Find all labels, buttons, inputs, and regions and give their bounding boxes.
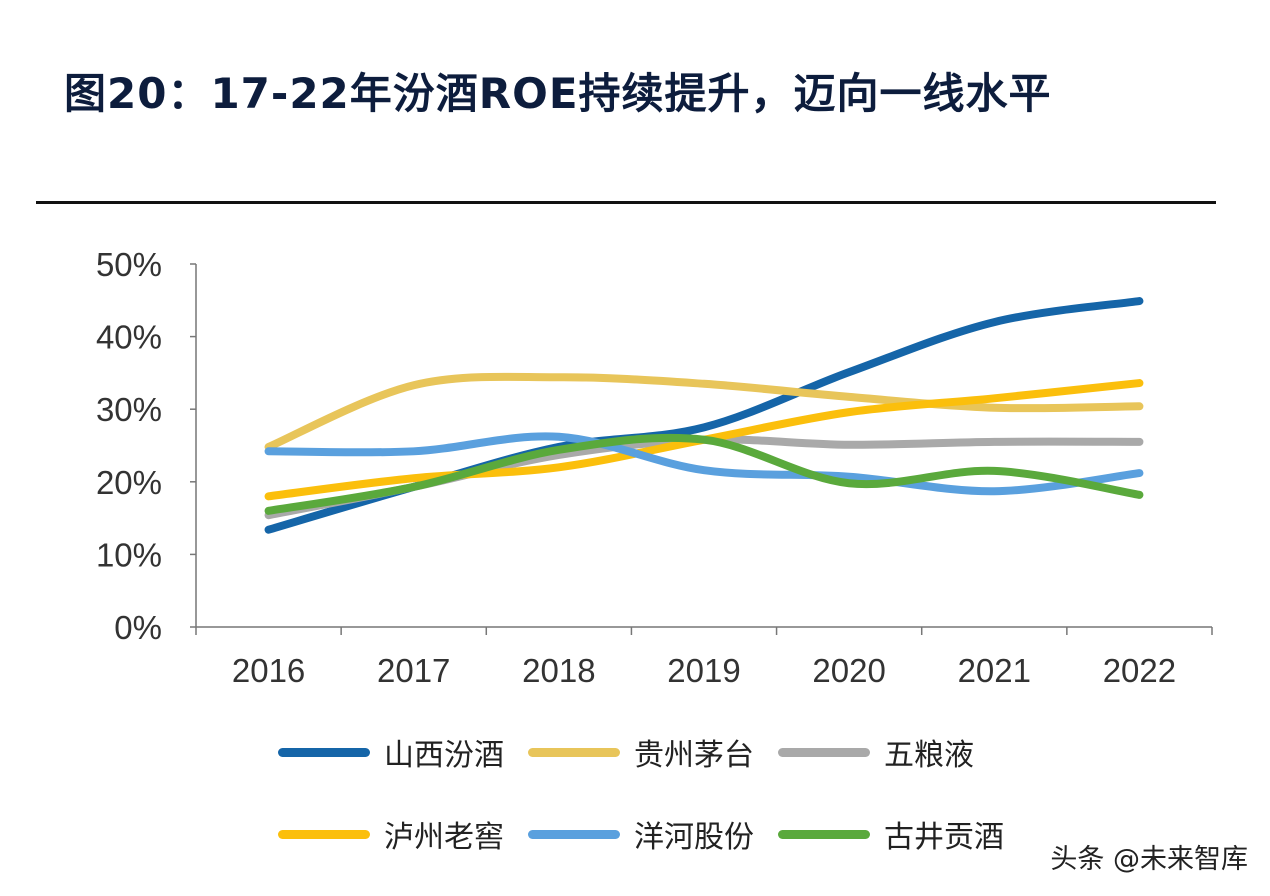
title-divider [36,201,1216,204]
y-tick-label: 10% [96,536,162,573]
line-chart: 0% 10% 20% 30% 40% 50% 2016 2017 2018 2019 2020 202… [96,246,1213,689]
x-tick-label: 2021 [958,652,1031,689]
y-tick-label: 40% [96,319,162,356]
legend-item: 山西汾酒 [278,730,528,774]
legend-swatch [778,829,870,839]
series-line-贵州茅台 [264,372,1144,451]
legend-label: 泸州老窖 [384,820,504,855]
legend-swatch [278,747,370,757]
legend-swatch [528,829,620,839]
legend-label: 古井贡酒 [884,820,1004,855]
legend-item: 泸州老窖 [278,812,528,856]
legend-item: 五粮液 [778,730,1028,774]
legend-label: 洋河股份 [634,820,754,855]
y-tick-label: 0% [114,609,162,646]
legend: 山西汾酒 贵州茅台 五粮液泸州老窖 洋河股份 古井贡酒 [278,730,1038,856]
y-tick-label: 20% [96,464,162,501]
x-tick-label: 2022 [1103,652,1176,689]
legend-swatch [528,747,620,757]
x-tick-label: 2018 [522,652,595,689]
legend-item: 洋河股份 [528,812,778,856]
legend-item: 贵州茅台 [528,730,778,774]
x-tick-label: 2017 [377,652,450,689]
series-line-古井贡酒 [264,433,1144,515]
legend-item: 古井贡酒 [778,812,1028,856]
chart-title: 图20：17-22年汾酒ROE持续提升，迈向一线水平 [64,69,1052,118]
x-tick-label: 2016 [232,652,305,689]
legend-label: 贵州茅台 [634,738,754,773]
legend-swatch [278,829,370,839]
watermark: 头条 @未来智库 [1050,844,1248,875]
y-tick-label: 30% [96,391,162,428]
legend-label: 山西汾酒 [384,738,504,773]
legend-label: 五粮液 [884,738,974,773]
series-line-洋河股份 [264,432,1144,496]
series-line-山西汾酒 [264,297,1144,534]
legend-swatch [778,747,870,757]
x-tick-label: 2019 [667,652,740,689]
y-tick-label: 50% [96,246,162,283]
x-tick-label: 2020 [812,652,885,689]
